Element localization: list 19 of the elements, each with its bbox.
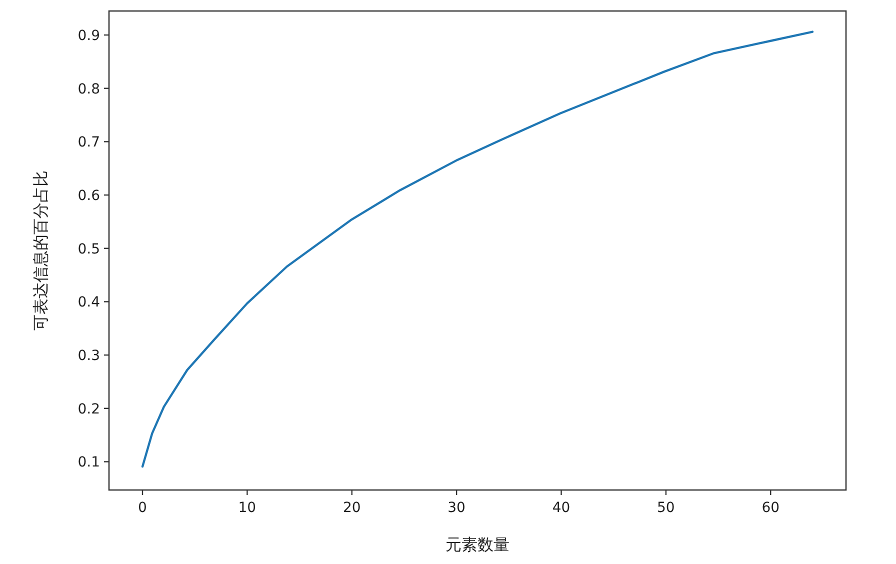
x-tick-label: 0 [138,500,147,516]
x-tick-label: 50 [657,500,675,516]
y-tick-label: 0.9 [78,28,100,44]
y-tick-label: 0.3 [78,348,100,364]
y-tick-label: 0.2 [78,401,100,418]
y-tick-label: 0.7 [78,134,100,151]
y-tick-label: 0.4 [78,294,100,311]
y-tick-label: 0.5 [78,241,100,258]
x-tick-label: 40 [552,500,570,516]
x-axis-title: 元素数量 [446,535,510,554]
x-tick-label: 60 [762,500,780,516]
y-tick-label: 0.1 [78,454,100,471]
x-tick-label: 10 [238,500,256,516]
y-axis-title: 可表达信息的百分占比 [31,170,50,330]
y-tick-label: 0.8 [78,81,100,98]
y-tick-label: 0.6 [78,188,100,204]
x-tick-label: 20 [342,500,361,516]
x-tick-label: 30 [448,500,466,516]
line-series [141,30,814,468]
